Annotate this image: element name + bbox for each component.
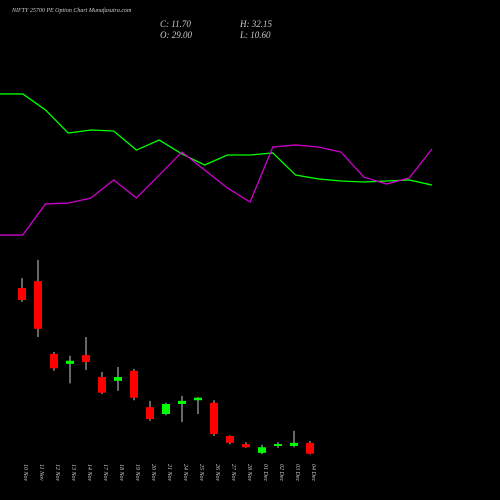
x-tick-label: 02 Dec <box>278 464 284 481</box>
candle-body <box>98 377 106 393</box>
x-tick-label: 04 Dec <box>310 464 317 481</box>
candle-body <box>18 288 26 300</box>
candle-body <box>226 435 234 443</box>
x-tick-label: 11 Nov <box>38 464 44 481</box>
x-tick-label: 25 Nov <box>198 464 204 482</box>
candle-body <box>114 377 122 381</box>
info-high: H: 32.15 <box>239 19 272 29</box>
x-tick-label: 17 Nov <box>102 464 108 482</box>
x-tick-label: 20 Nov <box>150 464 156 482</box>
x-tick-label: 24 Nov <box>182 464 189 482</box>
x-tick-label: 19 Nov <box>134 464 140 482</box>
info-low: L: 10.60 <box>239 30 271 40</box>
chart-title: NIFTY 25700 PE Option Chart Munafasutra.… <box>11 7 132 14</box>
x-tick-label: 01 Dec <box>262 464 268 481</box>
candle-body <box>210 402 218 435</box>
x-tick-label: 14 Nov <box>86 464 93 482</box>
candle-body <box>50 353 58 369</box>
info-open: O: 29.00 <box>160 30 192 40</box>
x-tick-label: 12 Nov <box>54 464 60 482</box>
candle-body <box>194 397 202 401</box>
x-tick-label: 13 Nov <box>70 464 76 482</box>
x-tick-label: 21 Nov <box>166 464 172 482</box>
indicator-line <box>0 93 433 186</box>
candle-body <box>178 400 186 404</box>
x-tick-label: 26 Nov <box>214 464 220 482</box>
indicator-line <box>0 144 433 236</box>
x-tick-label: 27 Nov <box>230 464 236 482</box>
candle-body <box>258 447 266 453</box>
candle-body <box>82 355 90 363</box>
x-tick-label: 10 Nov <box>22 464 28 482</box>
candle-body <box>274 444 282 446</box>
x-tick-label: 18 Nov <box>118 464 124 482</box>
info-close: C: 11.70 <box>160 19 191 29</box>
x-tick-label: 03 Dec <box>294 464 300 481</box>
x-tick-label: 28 Nov <box>246 464 252 482</box>
candle-body <box>290 442 298 446</box>
candle-body <box>66 360 74 364</box>
candle-body <box>242 444 250 448</box>
candle-body <box>306 442 314 454</box>
candle-body <box>34 281 42 329</box>
candle-body <box>130 370 138 398</box>
candle-body <box>146 407 154 420</box>
candle-body <box>162 403 170 415</box>
